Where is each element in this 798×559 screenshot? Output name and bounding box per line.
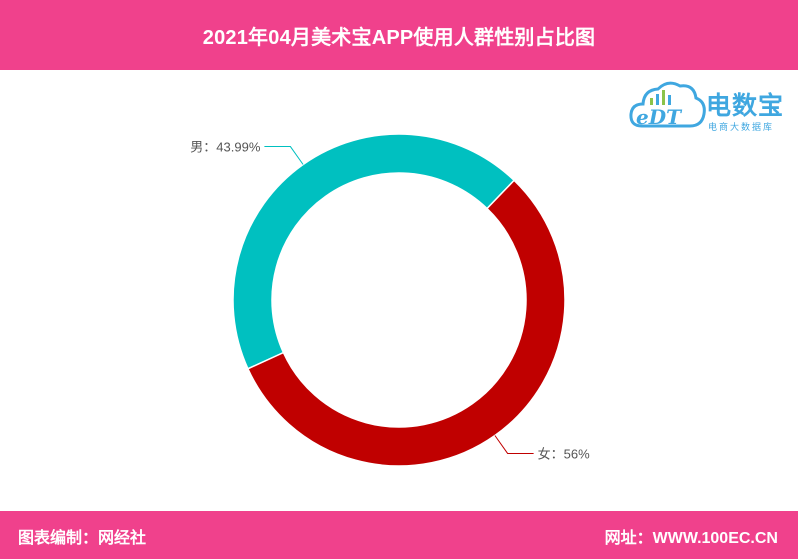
leader-line	[494, 435, 534, 454]
slice-label: 女：56%	[538, 446, 590, 461]
chart-title: 2021年04月美术宝APP使用人群性别占比图	[202, 26, 596, 49]
footer-bar: 图表编制：网经社 网址：WWW.100EC.CN	[0, 511, 798, 559]
logo: eDT 电数宝 电商大数据库	[628, 76, 794, 138]
logo-subtitle: 电商大数据库	[708, 122, 775, 132]
leader-line	[264, 146, 304, 165]
logo-mark: eDT	[636, 105, 683, 129]
footer-website: 网址：WWW.100EC.CN	[604, 530, 778, 547]
title-bar: 2021年04月美术宝APP使用人群性别占比图	[0, 0, 798, 70]
donut-slice-female	[246, 179, 566, 467]
cloud-logo-icon: eDT	[629, 81, 706, 129]
footer-credit: 图表编制：网经社	[18, 530, 147, 547]
donut-slice-male	[232, 133, 516, 370]
donut-chart: 男：43.99% 女：56%	[190, 133, 590, 467]
slice-label: 男：43.99%	[190, 140, 261, 155]
logo-name: 电数宝	[706, 92, 785, 120]
